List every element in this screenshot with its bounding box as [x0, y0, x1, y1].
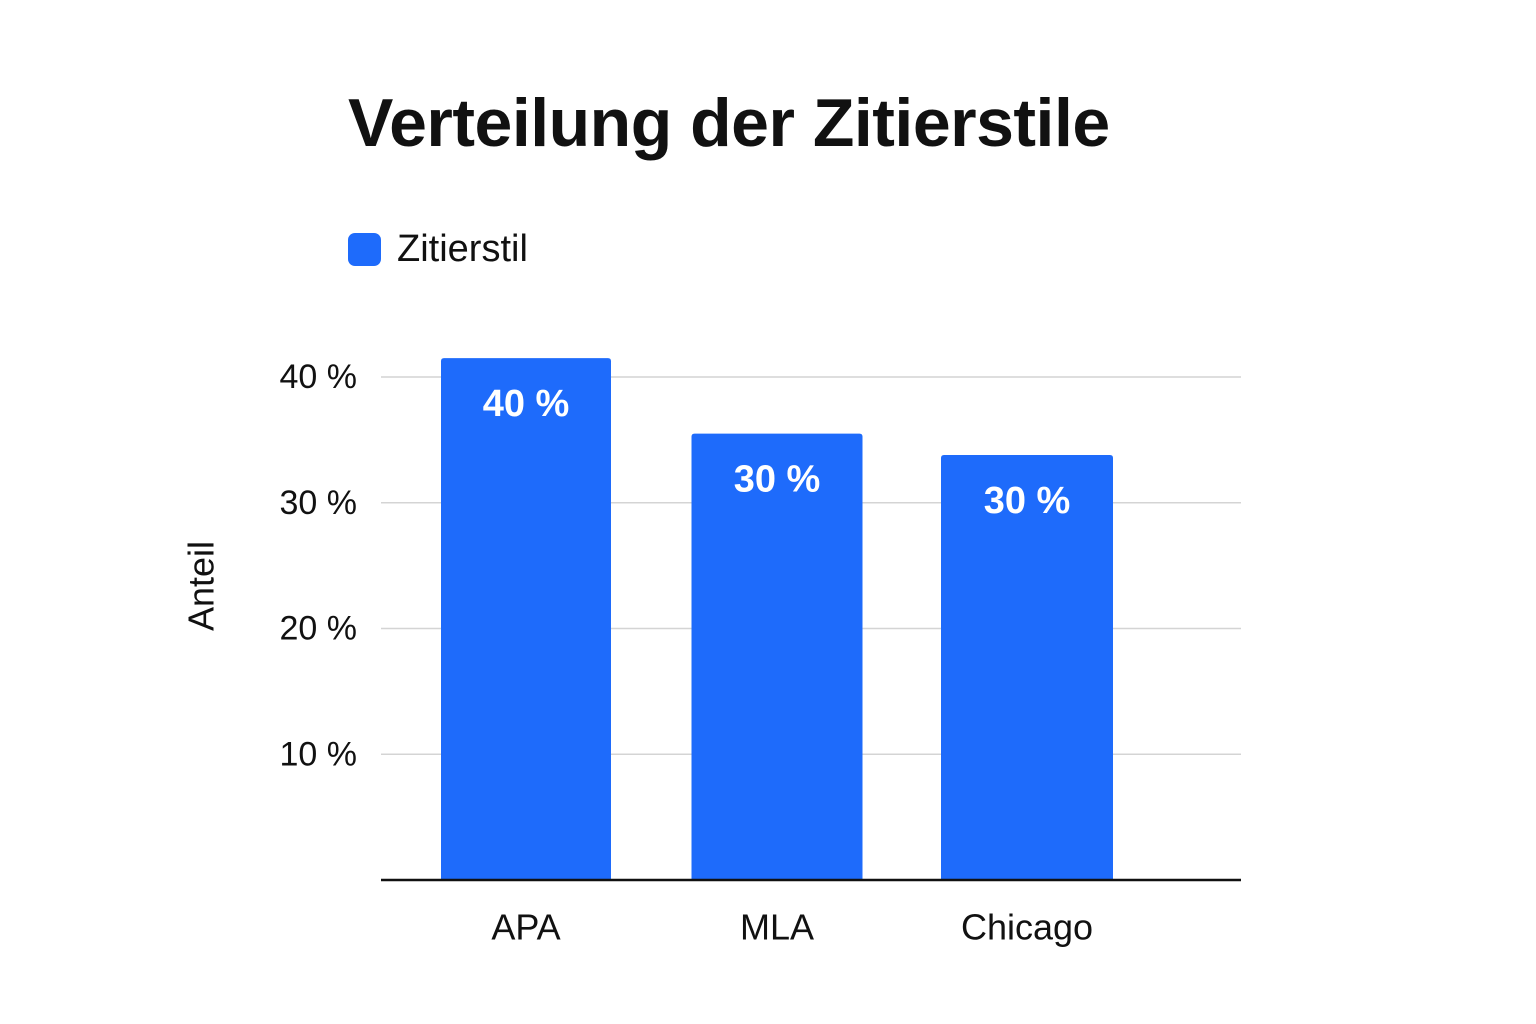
bars — [441, 358, 1113, 880]
y-tick-label: 40 % — [280, 358, 358, 396]
y-tick-label: 10 % — [280, 735, 358, 773]
data-label: 30 % — [984, 480, 1071, 522]
y-tick-labels: 10 % 20 % 30 % 40 % — [280, 358, 358, 773]
x-tick-labels: APA MLA Chicago — [491, 907, 1093, 948]
x-tick-label: MLA — [740, 907, 814, 948]
data-label: 30 % — [734, 459, 821, 501]
y-tick-label: 30 % — [280, 484, 358, 522]
bar-chicago — [941, 454, 1113, 880]
y-axis-label: Anteil — [181, 541, 222, 631]
y-tick-label: 20 % — [280, 610, 358, 648]
bar-apa — [441, 358, 611, 880]
x-tick-label: APA — [491, 907, 560, 948]
data-labels: 40 % 30 % 30 % — [483, 383, 1071, 522]
legend-swatch — [348, 232, 381, 266]
x-tick-label: Chicago — [961, 907, 1093, 948]
legend-label: Zitierstil — [397, 227, 528, 270]
chart-title: Verteilung der Zitierstile — [348, 85, 1110, 161]
data-label: 40 % — [483, 383, 570, 425]
legend: Zitierstil — [348, 226, 528, 272]
bar-mla — [691, 433, 863, 880]
